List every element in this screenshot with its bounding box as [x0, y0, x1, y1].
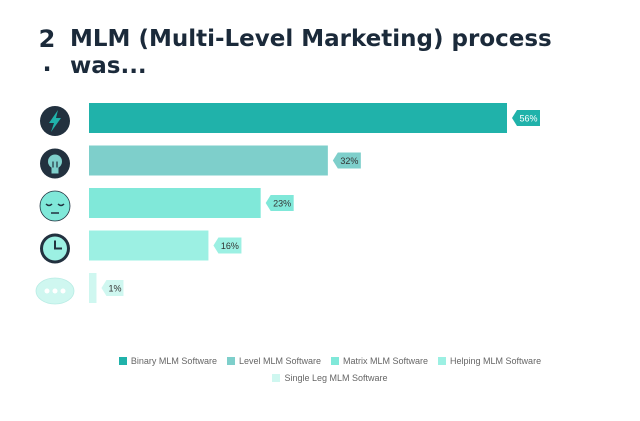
legend-label: Matrix MLM Software: [343, 356, 429, 366]
legend-swatch: [272, 374, 281, 382]
value-label: 56%: [519, 114, 537, 124]
question-number: 2: [38, 25, 56, 53]
value-badge: [265, 195, 294, 211]
chart-legend: Binary MLM Software Level MLM Software Mat…: [40, 356, 620, 390]
bar: [89, 273, 97, 303]
legend-swatch: [331, 357, 339, 365]
legend-label: Single Leg MLM Software: [284, 373, 388, 383]
legend-row: Binary MLM Software Level MLM Software Mat…: [40, 356, 620, 366]
lightning-icon: [40, 106, 70, 136]
value-label: 16%: [221, 241, 239, 251]
legend-item: Binary MLM Software: [118, 356, 217, 366]
value-label: 1%: [108, 284, 121, 294]
legend-label: Level MLM Software: [238, 356, 321, 366]
legend-swatch: [118, 357, 127, 365]
legend-swatch: [438, 357, 447, 365]
bar: [89, 230, 209, 261]
legend-swatch: [226, 357, 235, 365]
legend-item: Single Leg MLM Software: [272, 373, 388, 383]
question-title: MLM (Multi-Level Marketing) process was.…: [70, 26, 552, 79]
lightbulb-icon: [40, 148, 70, 179]
sleepy-face-icon: [39, 190, 71, 222]
legend-label: Helping MLM Software: [450, 356, 542, 366]
value-badge: [512, 110, 540, 126]
value-label: 23%: [273, 199, 291, 209]
speech-bubble-icon: [35, 277, 75, 305]
value-badge: [213, 237, 242, 254]
legend-item: Matrix MLM Software: [331, 356, 428, 366]
value-badge: [332, 152, 361, 169]
clock-icon: [40, 233, 70, 264]
bar-chart: 56% 32% 23% 16% 1%: [35, 103, 540, 305]
bar: [89, 145, 328, 176]
legend-item: Helping MLM Software: [438, 356, 541, 366]
legend-label: Binary MLM Software: [130, 356, 217, 366]
legend-item: Level MLM Software: [226, 356, 321, 366]
bar: [89, 188, 261, 218]
bar: [89, 103, 507, 133]
legend-row: Single Leg MLM Software: [40, 373, 620, 383]
question-number-dot: .: [42, 49, 52, 77]
value-badge: [101, 280, 124, 296]
value-label: 32%: [340, 156, 358, 166]
